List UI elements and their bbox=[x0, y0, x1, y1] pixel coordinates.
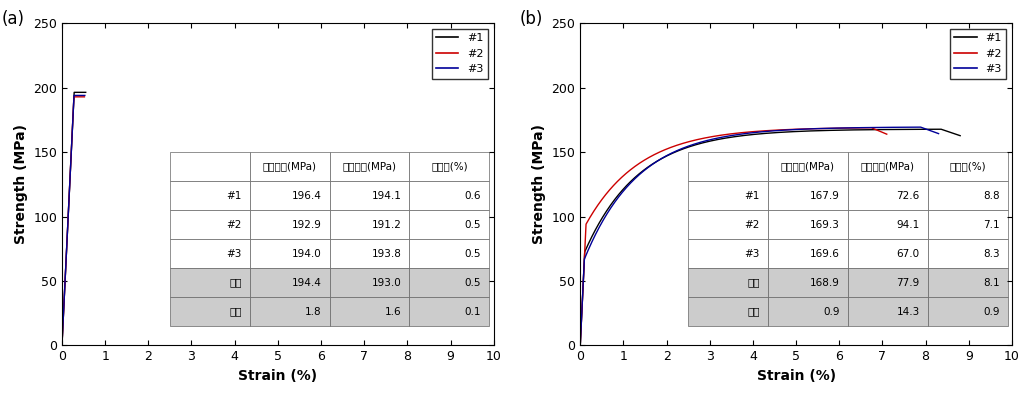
Text: (b): (b) bbox=[520, 10, 543, 28]
X-axis label: Strain (%): Strain (%) bbox=[238, 369, 318, 383]
Y-axis label: Strength (MPa): Strength (MPa) bbox=[532, 125, 546, 244]
Y-axis label: Strength (MPa): Strength (MPa) bbox=[13, 125, 28, 244]
Legend: #1, #2, #3: #1, #2, #3 bbox=[950, 29, 1006, 79]
X-axis label: Strain (%): Strain (%) bbox=[757, 369, 836, 383]
Legend: #1, #2, #3: #1, #2, #3 bbox=[432, 29, 488, 79]
Text: (a): (a) bbox=[1, 10, 25, 28]
